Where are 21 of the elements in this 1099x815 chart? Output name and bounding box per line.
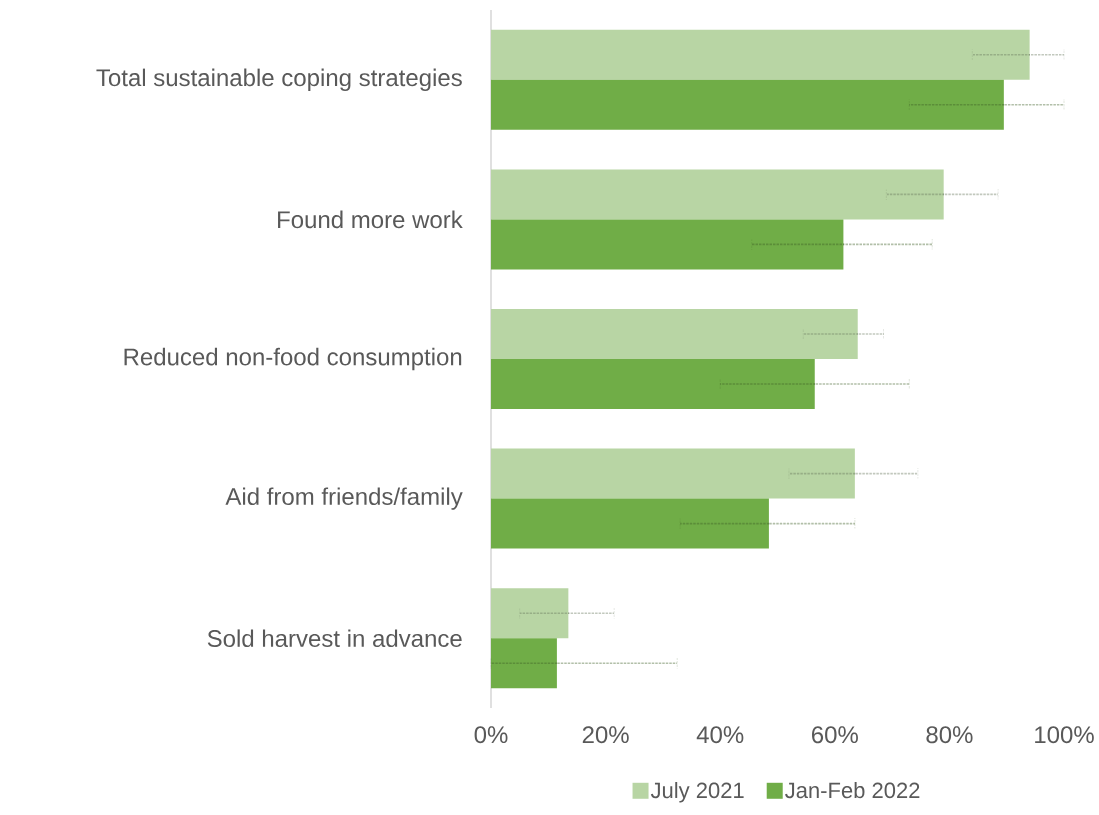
x-tick-label: 20% — [582, 726, 629, 744]
legend-label: Jan-Feb 2022 — [785, 782, 920, 799]
x-tick-label: 80% — [926, 726, 973, 744]
bar — [491, 359, 815, 410]
bar — [491, 498, 769, 549]
bar — [491, 448, 855, 499]
legend-label: July 2021 — [650, 782, 744, 803]
bar — [491, 219, 844, 270]
x-tick-label: 100% — [1035, 726, 1094, 744]
y-tick-label: Aid from friends/family — [225, 487, 463, 510]
y-tick-label: Reduced non-food consumption — [124, 347, 462, 371]
bar — [491, 169, 944, 220]
y-tick-label: Sold harvest in advance — [207, 629, 462, 648]
y-tick-label: Found more work — [278, 210, 463, 229]
y-tick-label: Total sustainable coping strategies — [96, 68, 462, 91]
x-tick-label: 0% — [474, 726, 508, 744]
x-tick-label: 40% — [696, 726, 744, 744]
bar — [491, 309, 858, 360]
x-tick-label: 60% — [812, 726, 858, 744]
bar — [491, 79, 1004, 130]
bar — [491, 29, 1030, 80]
